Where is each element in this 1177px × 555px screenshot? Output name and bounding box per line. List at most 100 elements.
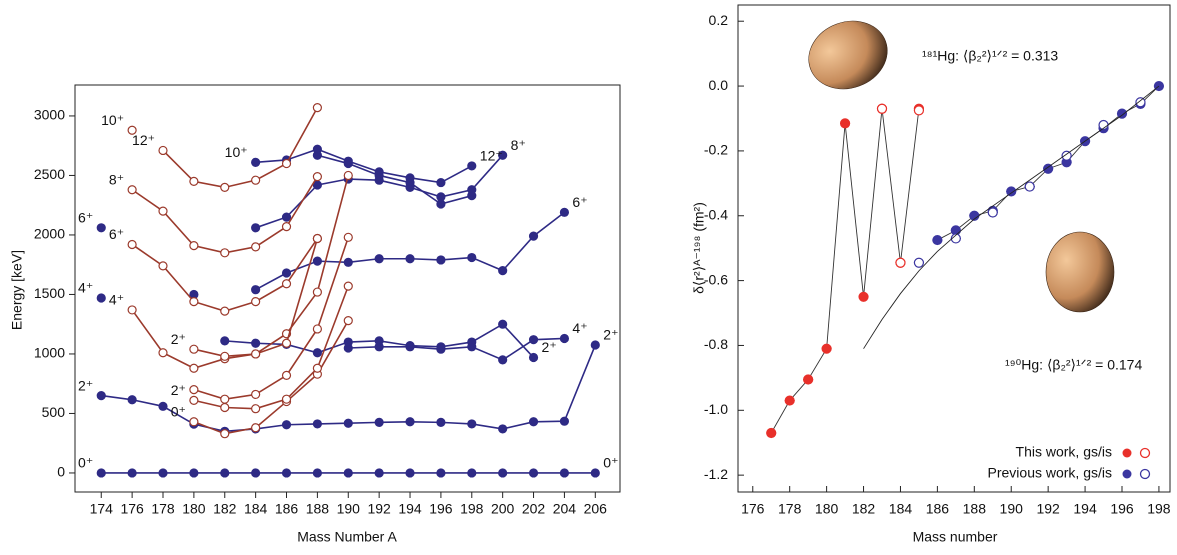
data-point: [896, 258, 905, 267]
data-point: [190, 396, 198, 404]
data-point: [468, 162, 476, 170]
data-point: [468, 469, 476, 477]
data-point: [591, 341, 599, 349]
data-point: [190, 386, 198, 394]
point-label: 8⁺: [109, 171, 124, 187]
point-label: 2⁺: [603, 327, 618, 343]
series-line: [256, 212, 565, 289]
data-point: [804, 375, 813, 384]
data-point: [530, 336, 538, 344]
data-point: [159, 262, 167, 270]
x-tick-label: 182: [213, 501, 237, 517]
data-point: [283, 213, 291, 221]
data-point: [1007, 187, 1016, 196]
x-tick-label: 202: [522, 501, 546, 517]
data-point: [560, 334, 568, 342]
data-point: [159, 469, 167, 477]
point-label: 8⁺: [511, 137, 526, 153]
data-point: [190, 298, 198, 306]
data-point: [406, 418, 414, 426]
data-point: [128, 186, 136, 194]
x-tick-label: 180: [815, 501, 839, 517]
data-point: [190, 177, 198, 185]
x-tick-label: 198: [460, 501, 484, 517]
y-tick-label: 3000: [34, 107, 65, 123]
data-point: [375, 469, 383, 477]
point-label: 12⁺: [132, 132, 155, 148]
data-point: [468, 192, 476, 200]
y-tick-label: -0.6: [704, 271, 728, 287]
point-label: 6⁺: [109, 226, 124, 242]
legend-marker: [1123, 470, 1132, 479]
annotation: ¹⁹⁰Hg: ⟨β₂²⟩¹ᐟ² = 0.174: [1005, 357, 1142, 373]
x-tick-label: 178: [778, 501, 802, 517]
data-point: [344, 157, 352, 165]
point-label: 12⁺: [480, 148, 503, 164]
data-point: [283, 269, 291, 277]
data-point: [530, 232, 538, 240]
legend-marker: [1141, 449, 1150, 458]
data-point: [988, 208, 997, 217]
point-label: 0⁺: [171, 403, 186, 419]
data-point: [530, 354, 538, 362]
point-label: 4⁺: [78, 280, 93, 296]
x-tick-label: 186: [275, 501, 299, 517]
x-tick-label: 180: [182, 501, 206, 517]
data-point: [283, 395, 291, 403]
legend-label: This work, gs/is: [1016, 444, 1112, 460]
data-point: [252, 339, 260, 347]
data-point: [128, 240, 136, 248]
data-point: [344, 233, 352, 241]
data-point: [841, 119, 850, 128]
data-point: [128, 396, 136, 404]
series-line: [132, 175, 348, 368]
data-point: [221, 469, 229, 477]
point-label: 6⁺: [572, 194, 587, 210]
data-point: [767, 428, 776, 437]
data-point: [375, 255, 383, 263]
y-tick-label: 0.2: [709, 12, 729, 28]
data-point: [344, 317, 352, 325]
x-tick-label: 178: [151, 501, 175, 517]
data-point: [190, 242, 198, 250]
data-point: [499, 356, 507, 364]
x-tick-label: 188: [306, 501, 330, 517]
y-tick-label: -0.4: [704, 206, 728, 222]
data-point: [221, 430, 229, 438]
x-tick-label: 190: [1000, 501, 1024, 517]
data-point: [221, 337, 229, 345]
series-line: [194, 321, 348, 434]
data-point: [97, 392, 105, 400]
data-point: [1136, 98, 1145, 107]
page: ¹⁸¹Hg: ⟨β₂²⟩¹ᐟ² = 0.313 ¹⁹⁰Hg: ⟨β₂²⟩¹ᐟ² …: [0, 0, 1177, 555]
data-point: [560, 417, 568, 425]
x-tick-label: 196: [1110, 501, 1134, 517]
x-tick-label: 182: [852, 501, 876, 517]
data-point: [1025, 182, 1034, 191]
data-point: [437, 200, 445, 208]
data-point: [313, 469, 321, 477]
data-point: [1044, 164, 1053, 173]
x-tick-label: 188: [963, 501, 987, 517]
data-point: [313, 104, 321, 112]
x-tick-label: 184: [244, 501, 268, 517]
data-point: [159, 146, 167, 154]
y-tick-label: 1500: [34, 285, 65, 301]
x-tick-label: 190: [337, 501, 361, 517]
data-point: [530, 469, 538, 477]
x-tick-label: 196: [429, 501, 453, 517]
data-point: [283, 160, 291, 168]
data-point: [344, 469, 352, 477]
data-point: [560, 208, 568, 216]
point-label: 2⁺: [171, 382, 186, 398]
data-point: [252, 243, 260, 251]
data-point: [252, 224, 260, 232]
point-label: 2⁺: [171, 331, 186, 347]
data-point: [190, 418, 198, 426]
data-point: [878, 104, 887, 113]
data-point: [283, 371, 291, 379]
data-point: [190, 469, 198, 477]
point-label: 10⁺: [225, 144, 248, 160]
point-label: 4⁺: [572, 320, 587, 336]
data-point: [468, 254, 476, 262]
